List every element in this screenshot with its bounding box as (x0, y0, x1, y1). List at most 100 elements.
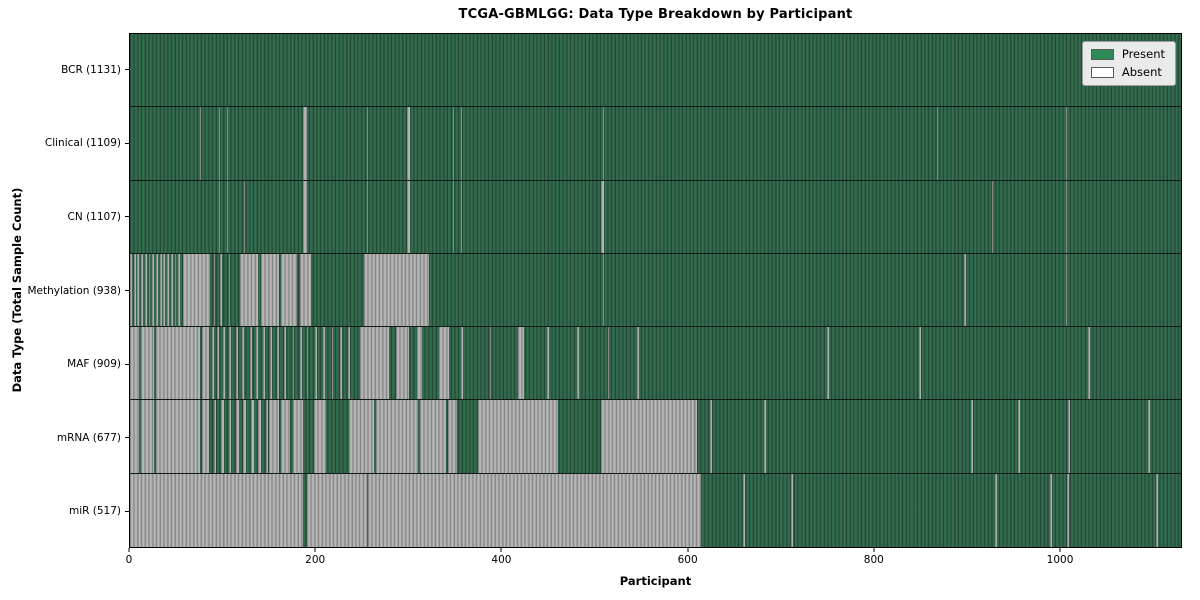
absent-segment (130, 327, 140, 400)
absent-segment (438, 327, 449, 400)
y-tick-mark (125, 437, 129, 439)
absent-segment (217, 327, 220, 400)
absent-segment (601, 180, 604, 253)
absent-segment (602, 107, 604, 180)
absent-segment (763, 400, 766, 473)
absent-segment (284, 327, 287, 400)
absent-segment (314, 327, 317, 400)
absent-segment (281, 400, 290, 473)
plot-area: Present Absent (129, 33, 1182, 548)
absent-segment (226, 107, 228, 180)
absent-segment (148, 253, 151, 327)
absent-segment (964, 253, 967, 327)
absent-segment (281, 253, 298, 327)
absent-segment (406, 107, 410, 180)
absent-segment (313, 400, 327, 473)
absent-segment (137, 253, 140, 327)
legend: Present Absent (1081, 41, 1176, 86)
y-tick-mark (125, 69, 129, 71)
absent-segment (366, 180, 368, 253)
absent-segment (348, 327, 351, 400)
absent-segment (367, 473, 701, 547)
absent-segment (992, 180, 994, 253)
x-tick-label-0: 0 (125, 554, 133, 566)
absent-segment (995, 473, 997, 547)
absent-segment (220, 253, 222, 327)
absent-segment (250, 400, 254, 473)
legend-label-absent: Absent (1121, 64, 1162, 79)
absent-segment (517, 107, 519, 180)
legend-item-absent: Absent (1090, 64, 1165, 79)
absent-segment (376, 400, 419, 473)
absent-segment (1065, 180, 1067, 253)
absent-segment (226, 180, 228, 253)
heatmap-row-mir (130, 473, 1181, 547)
y-tick-mark (125, 510, 129, 512)
y-tick-label-cn: CN (1107) (67, 210, 121, 223)
absent-segment (265, 400, 269, 473)
absent-segment (790, 473, 793, 547)
absent-segment (1088, 327, 1090, 400)
absent-segment (395, 327, 409, 400)
absent-segment (141, 327, 155, 400)
x-tick-label-600: 600 (677, 554, 698, 566)
heatmap-row-methylation (130, 253, 1181, 328)
absent-segment (144, 253, 147, 327)
absent-segment (489, 327, 492, 400)
absent-segment (460, 107, 462, 180)
heatmap-row-cn (130, 180, 1181, 254)
absent-segment (130, 473, 303, 547)
absent-segment (517, 180, 519, 253)
legend-label-present: Present (1121, 47, 1165, 61)
x-tick-label-1000: 1000 (1046, 554, 1074, 566)
x-tick-label-400: 400 (491, 554, 512, 566)
absent-segment (141, 253, 143, 327)
absent-segment (323, 327, 326, 400)
absent-segment (359, 327, 390, 400)
absent-segment (970, 400, 973, 473)
absent-segment (199, 107, 201, 180)
absent-segment (219, 107, 221, 180)
y-tick-label-mir: miR (517) (68, 505, 121, 518)
absent-segment (300, 253, 312, 327)
absent-segment (256, 327, 259, 400)
absent-segment (637, 327, 640, 400)
absent-segment (258, 400, 262, 473)
absent-segment (270, 327, 273, 400)
absent-segment (292, 400, 303, 473)
absent-segment (269, 400, 279, 473)
absent-segment (607, 327, 610, 400)
x-axis: 0 200 400 600 800 1000 (125, 548, 1182, 578)
absent-segment (235, 327, 238, 400)
heatmap-row-mrna (130, 400, 1181, 474)
absent-segment (406, 180, 410, 253)
absent-segment (300, 327, 302, 400)
absent-segment (331, 327, 334, 400)
absent-segment (302, 180, 308, 253)
absent-segment (229, 327, 232, 400)
absent-segment (133, 253, 136, 327)
absent-segment (743, 473, 746, 547)
absent-segment (1066, 473, 1070, 547)
absent-segment (213, 253, 216, 327)
absent-segment (178, 253, 181, 327)
y-tick-label-methylation: Methylation (938) (27, 284, 121, 297)
absent-segment (1155, 473, 1158, 547)
y-tick-mark (125, 290, 129, 291)
absent-segment (460, 180, 462, 253)
absent-segment (242, 327, 245, 400)
absent-segment (163, 253, 166, 327)
x-tick-label-800: 800 (863, 554, 884, 566)
absent-segment (306, 473, 367, 547)
absent-segment (306, 327, 309, 400)
absent-segment (174, 253, 177, 327)
x-tick-mark (1059, 548, 1061, 552)
absent-segment (276, 327, 279, 400)
absent-segment (602, 253, 604, 327)
absent-segment (167, 253, 169, 327)
absent-segment (518, 327, 524, 400)
y-tick-mark (125, 363, 129, 365)
absent-segment (219, 180, 221, 253)
absent-segment (261, 253, 279, 327)
absent-segment (364, 253, 430, 327)
